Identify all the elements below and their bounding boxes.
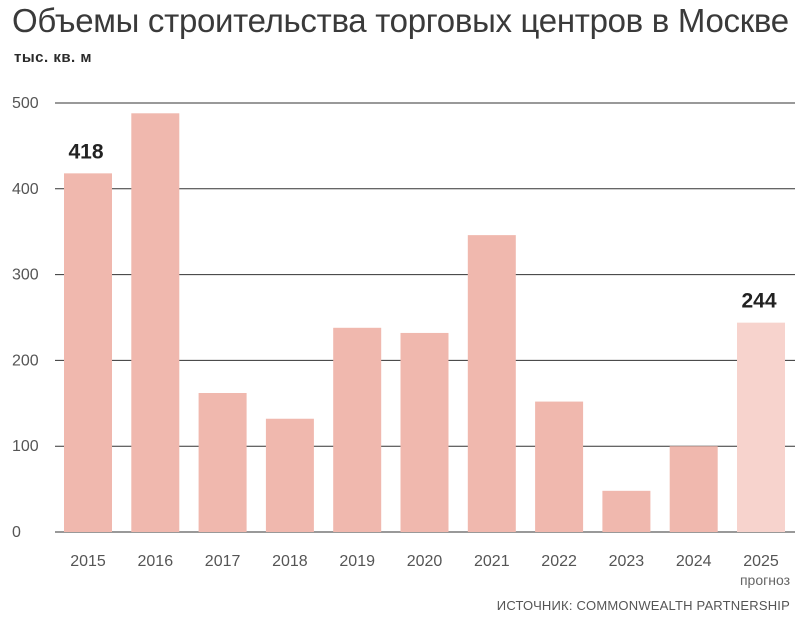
data-labels: 418 244 [68, 140, 776, 312]
x-tick-label: 2023 [609, 553, 645, 570]
bar-2016 [131, 113, 180, 533]
x-tick-label: 2024 [676, 553, 712, 570]
y-tick-label: 200 [12, 352, 39, 369]
bar-2019 [333, 327, 382, 532]
x-tick-label: 2018 [272, 553, 308, 570]
bar-2015 [64, 173, 112, 532]
x-tick-label: 2016 [138, 553, 174, 570]
y-axis-ticks: 0 100 200 300 400 500 [12, 95, 39, 541]
bar-2022 [535, 401, 584, 532]
x-tick-label: 2021 [474, 553, 510, 570]
x-tick-label: 2015 [70, 553, 106, 570]
x-tick-label: 2022 [541, 553, 577, 570]
y-tick-label: 0 [12, 524, 21, 541]
y-tick-label: 300 [12, 267, 39, 284]
data-label: 244 [741, 290, 776, 313]
bar-2025 [737, 322, 785, 532]
data-label: 418 [68, 140, 103, 163]
x-tick-label: 2019 [339, 553, 375, 570]
x-tick-label: 2017 [205, 553, 241, 570]
bar-2020 [400, 332, 449, 532]
chart-title: Объемы строительства торговых центров в … [12, 2, 789, 39]
bars [64, 113, 785, 533]
y-tick-label: 500 [12, 95, 39, 112]
source-note: ИСТОЧНИК: COMMONWEALTH PARTNERSHIP [496, 598, 790, 613]
y-tick-label: 100 [12, 438, 39, 455]
bar-2021 [467, 235, 516, 532]
x-tick-label: 2025 [743, 553, 779, 570]
x-axis-ticks: 2015 2016 2017 2018 2019 2020 2021 2022 2023 2024… [70, 553, 790, 588]
x-tick-label: 2020 [407, 553, 443, 570]
bar-2017 [198, 393, 247, 532]
bar-2023 [602, 490, 651, 532]
x-tick-sublabel: прогноз [740, 572, 790, 588]
bar-2024 [669, 446, 718, 532]
unit-label: тыс. кв. м [14, 49, 92, 66]
bar-2018 [265, 418, 314, 532]
y-tick-label: 400 [12, 181, 39, 198]
